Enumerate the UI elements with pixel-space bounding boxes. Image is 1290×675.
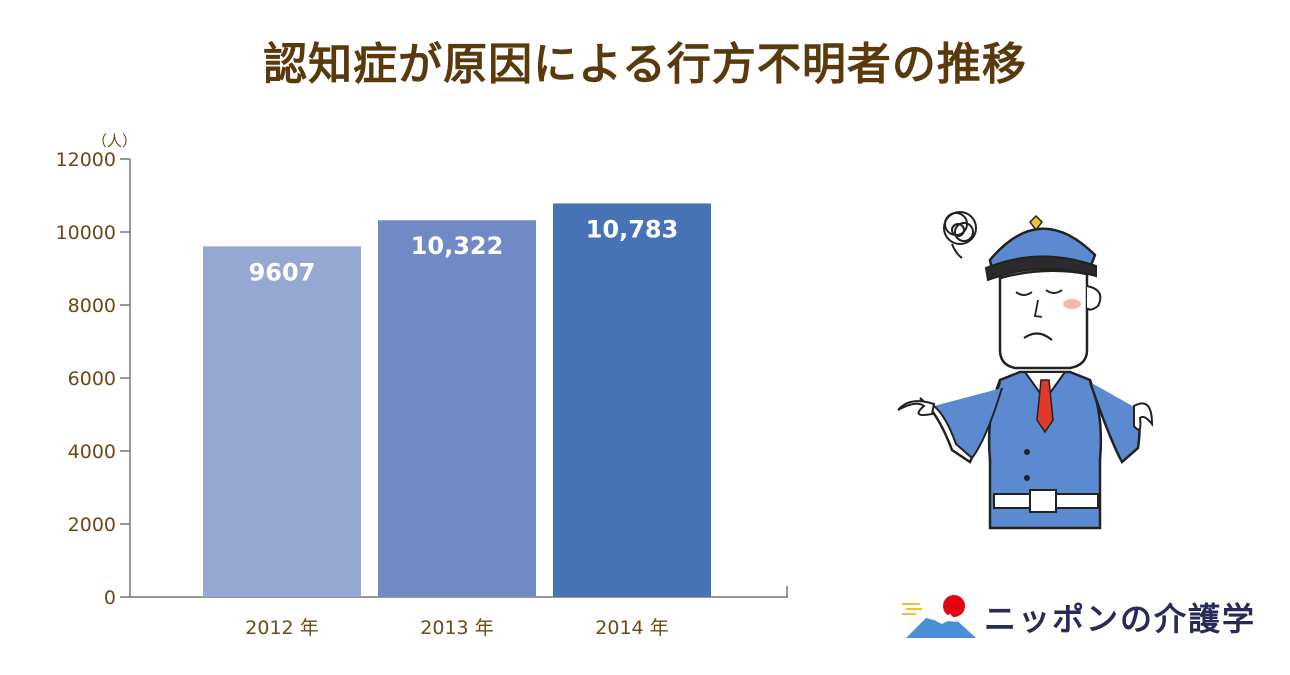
bar-1 (378, 220, 536, 597)
x-category-label: 2014 年 (595, 617, 668, 639)
x-category-label: 2013 年 (420, 617, 493, 639)
chart-title: 認知症が原因による行方不明者の推移 (263, 39, 1027, 90)
y-tick-label: 6000 (68, 368, 116, 390)
y-tick-label: 8000 (68, 295, 116, 317)
y-axis-unit-label: （人） (92, 132, 137, 150)
y-axis-ticks: 0 2000 4000 6000 8000 10000 12000 (56, 149, 130, 609)
y-tick-label: 12000 (56, 149, 116, 171)
bar-value-label: 9607 (249, 258, 316, 286)
y-tick-label: 2000 (68, 514, 116, 536)
y-tick-label: 4000 (68, 441, 116, 463)
y-tick-label: 0 (104, 587, 116, 609)
y-tick-label: 10000 (56, 222, 116, 244)
mount-fuji-logo-icon (902, 595, 976, 638)
bar-2 (553, 203, 711, 597)
logo-text: ニッポンの介護学 (984, 600, 1257, 638)
bar-0 (203, 246, 361, 598)
x-category-label: 2012 年 (245, 617, 318, 639)
x-axis-labels: 2012 年 2013 年 2014 年 (245, 617, 668, 639)
bar-value-label: 10,783 (586, 215, 679, 243)
bar-chart: （人） 0 2000 4000 6000 8000 10000 12000 9607 10,3… (56, 132, 788, 639)
bars-group: 9607 10,322 10,783 (203, 203, 711, 598)
logo-sun-icon (943, 595, 965, 617)
confused-police-officer-icon (897, 211, 1154, 530)
confusion-scribble-icon (943, 211, 977, 259)
bar-value-label: 10,322 (411, 232, 504, 260)
site-logo: ニッポンの介護学 (902, 592, 1256, 642)
